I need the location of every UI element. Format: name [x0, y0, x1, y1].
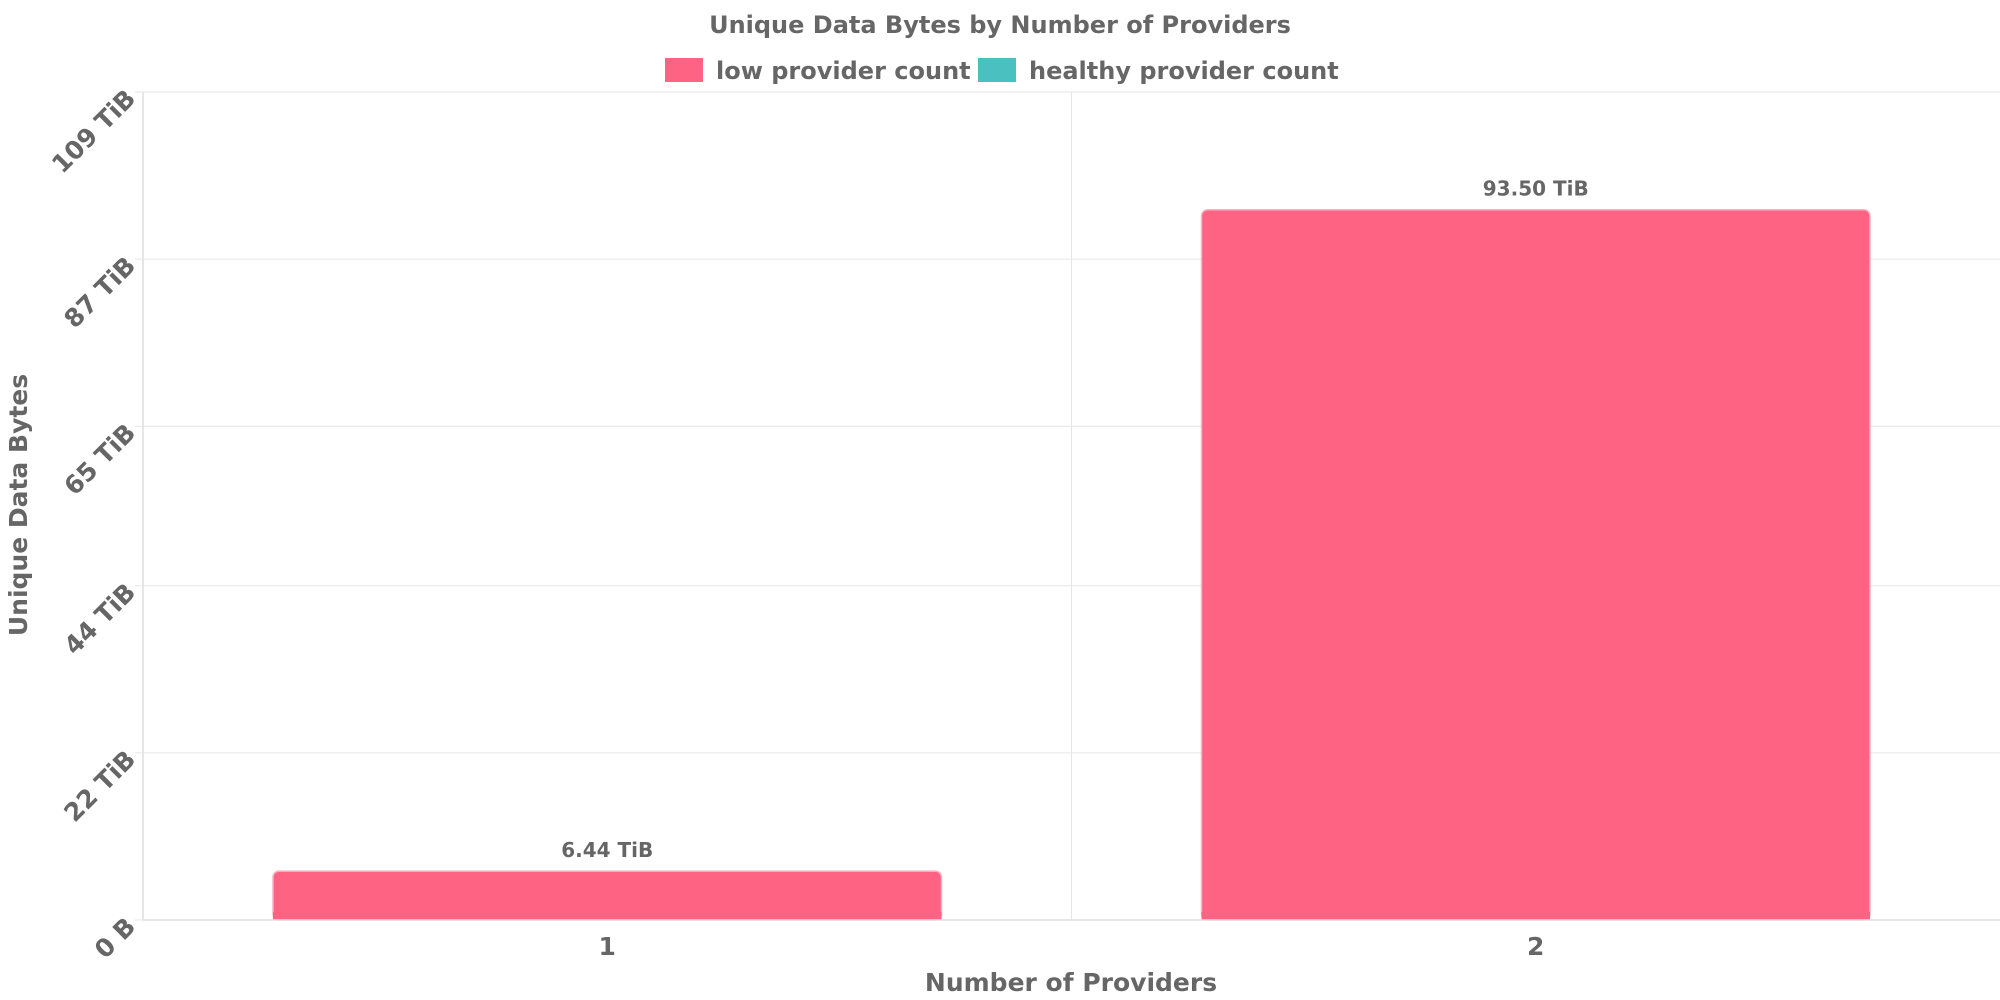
y-tick-label: 0 B	[89, 912, 141, 964]
legend-label-healthy-provider-count[interactable]: healthy provider count	[1029, 57, 1339, 85]
bar-data-label: 93.50 TiB	[1483, 177, 1589, 201]
legend-swatch-low-provider-count[interactable]	[665, 58, 703, 82]
legend-label-low-provider-count[interactable]: low provider count	[716, 57, 971, 85]
legend-swatch-healthy-provider-count[interactable]	[978, 58, 1016, 82]
x-tick-label: 2	[1527, 932, 1544, 961]
chart-title: Unique Data Bytes by Number of Providers	[709, 11, 1291, 39]
y-axis-title: Unique Data Bytes	[4, 374, 33, 636]
legend: low provider count healthy provider coun…	[665, 57, 1339, 85]
y-tick-label: 65 TiB	[58, 418, 141, 501]
x-axis-title: Number of Providers	[925, 968, 1217, 997]
axes	[142, 92, 2000, 921]
y-axis-ticks: 0 B 22 TiB 44 TiB 65 TiB 87 TiB 109 TiB	[46, 84, 143, 964]
y-tick-label: 87 TiB	[58, 251, 141, 334]
bar[interactable]	[1200, 208, 1871, 921]
data-labels: 6.44 TiB 93.50 TiB	[561, 177, 1589, 862]
y-tick-label: 44 TiB	[58, 577, 141, 660]
bar-data-label: 6.44 TiB	[561, 838, 653, 862]
bar-base	[272, 912, 942, 920]
y-tick-label: 22 TiB	[58, 745, 141, 828]
y-tick-label: 109 TiB	[46, 84, 141, 179]
bars	[272, 208, 1871, 921]
x-tick-label: 1	[599, 932, 616, 961]
bar-base	[1201, 912, 1871, 920]
